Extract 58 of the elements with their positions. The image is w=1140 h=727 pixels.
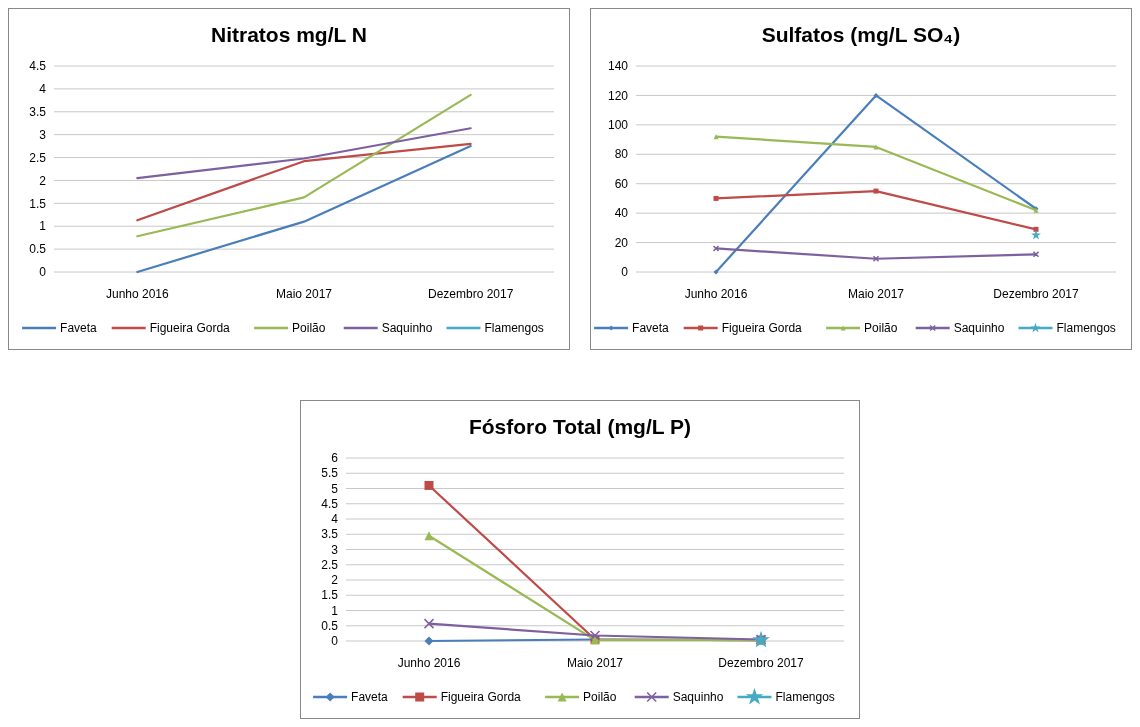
legend-label: Faveta [60,321,98,336]
legend-label: Saquinho [953,321,1005,336]
x-tick-label: Dezembro 2017 [427,287,514,301]
y-tick-label: 2 [331,573,339,588]
y-tick-label: 40 [614,206,629,221]
y-tick-label: 5.5 [321,466,339,481]
y-tick-label: 0 [39,265,47,280]
legend-label: Flamengos [484,321,544,336]
x-tick-label: Maio 2017 [847,287,905,301]
y-tick-label: 0 [621,265,629,280]
legend-label: Flamengos [1056,321,1116,336]
legend-label: Saquinho [672,690,724,705]
y-tick-label: 3 [331,542,339,557]
x-tick-label: Dezembro 2017 [718,656,805,670]
y-tick-label: 4.5 [29,59,47,74]
y-tick-label: 4 [39,82,47,97]
y-tick-label: 2 [39,173,47,188]
chart-title: Fósforo Total (mg/L P) [468,415,692,438]
legend-label: Faveta [351,690,389,705]
y-tick-label: 60 [614,176,629,191]
y-tick-label: 1 [331,603,339,618]
legend-label: Figueira Gorda [440,690,522,705]
chart-title: Nitratos mg/L N [211,23,367,46]
legend-label: Flamengos [775,690,835,705]
x-tick-label: Junho 2016 [397,656,461,670]
y-tick-label: 0 [331,634,339,649]
legend-label: Faveta [632,321,670,336]
y-tick-label: 3 [39,127,47,142]
legend-label: Poilão [864,321,898,336]
x-tick-label: Maio 2017 [566,656,624,670]
x-tick-label: Junho 2016 [684,287,748,301]
y-tick-label: 4 [331,512,339,527]
y-tick-label: 2.5 [321,557,339,572]
x-tick-label: Junho 2016 [105,287,170,301]
y-tick-label: 120 [607,88,629,103]
y-tick-label: 0.5 [321,618,339,633]
chart-title: Sulfatos (mg/L SO₄) [761,23,961,46]
y-tick-label: 0.5 [29,242,47,257]
y-tick-label: 80 [614,147,629,162]
y-tick-label: 1.5 [321,588,339,603]
y-tick-label: 100 [607,118,629,133]
y-tick-label: 3.5 [29,104,47,119]
y-tick-label: 4.5 [321,496,339,511]
y-tick-label: 1 [39,219,47,234]
x-tick-label: Maio 2017 [275,287,333,301]
y-tick-label: 20 [614,235,629,250]
y-tick-label: 2.5 [29,150,47,165]
y-tick-label: 5 [331,481,339,496]
y-tick-label: 140 [607,59,629,74]
y-tick-label: 6 [331,451,339,466]
legend-label: Saquinho [381,321,433,336]
legend-label: Figueira Gorda [721,321,803,336]
y-tick-label: 1.5 [29,196,47,211]
legend-label: Figueira Gorda [149,321,231,336]
x-tick-label: Dezembro 2017 [993,287,1080,301]
legend-label: Poilão [583,690,617,705]
y-tick-label: 3.5 [321,527,339,542]
legend-label: Poilão [292,321,326,336]
